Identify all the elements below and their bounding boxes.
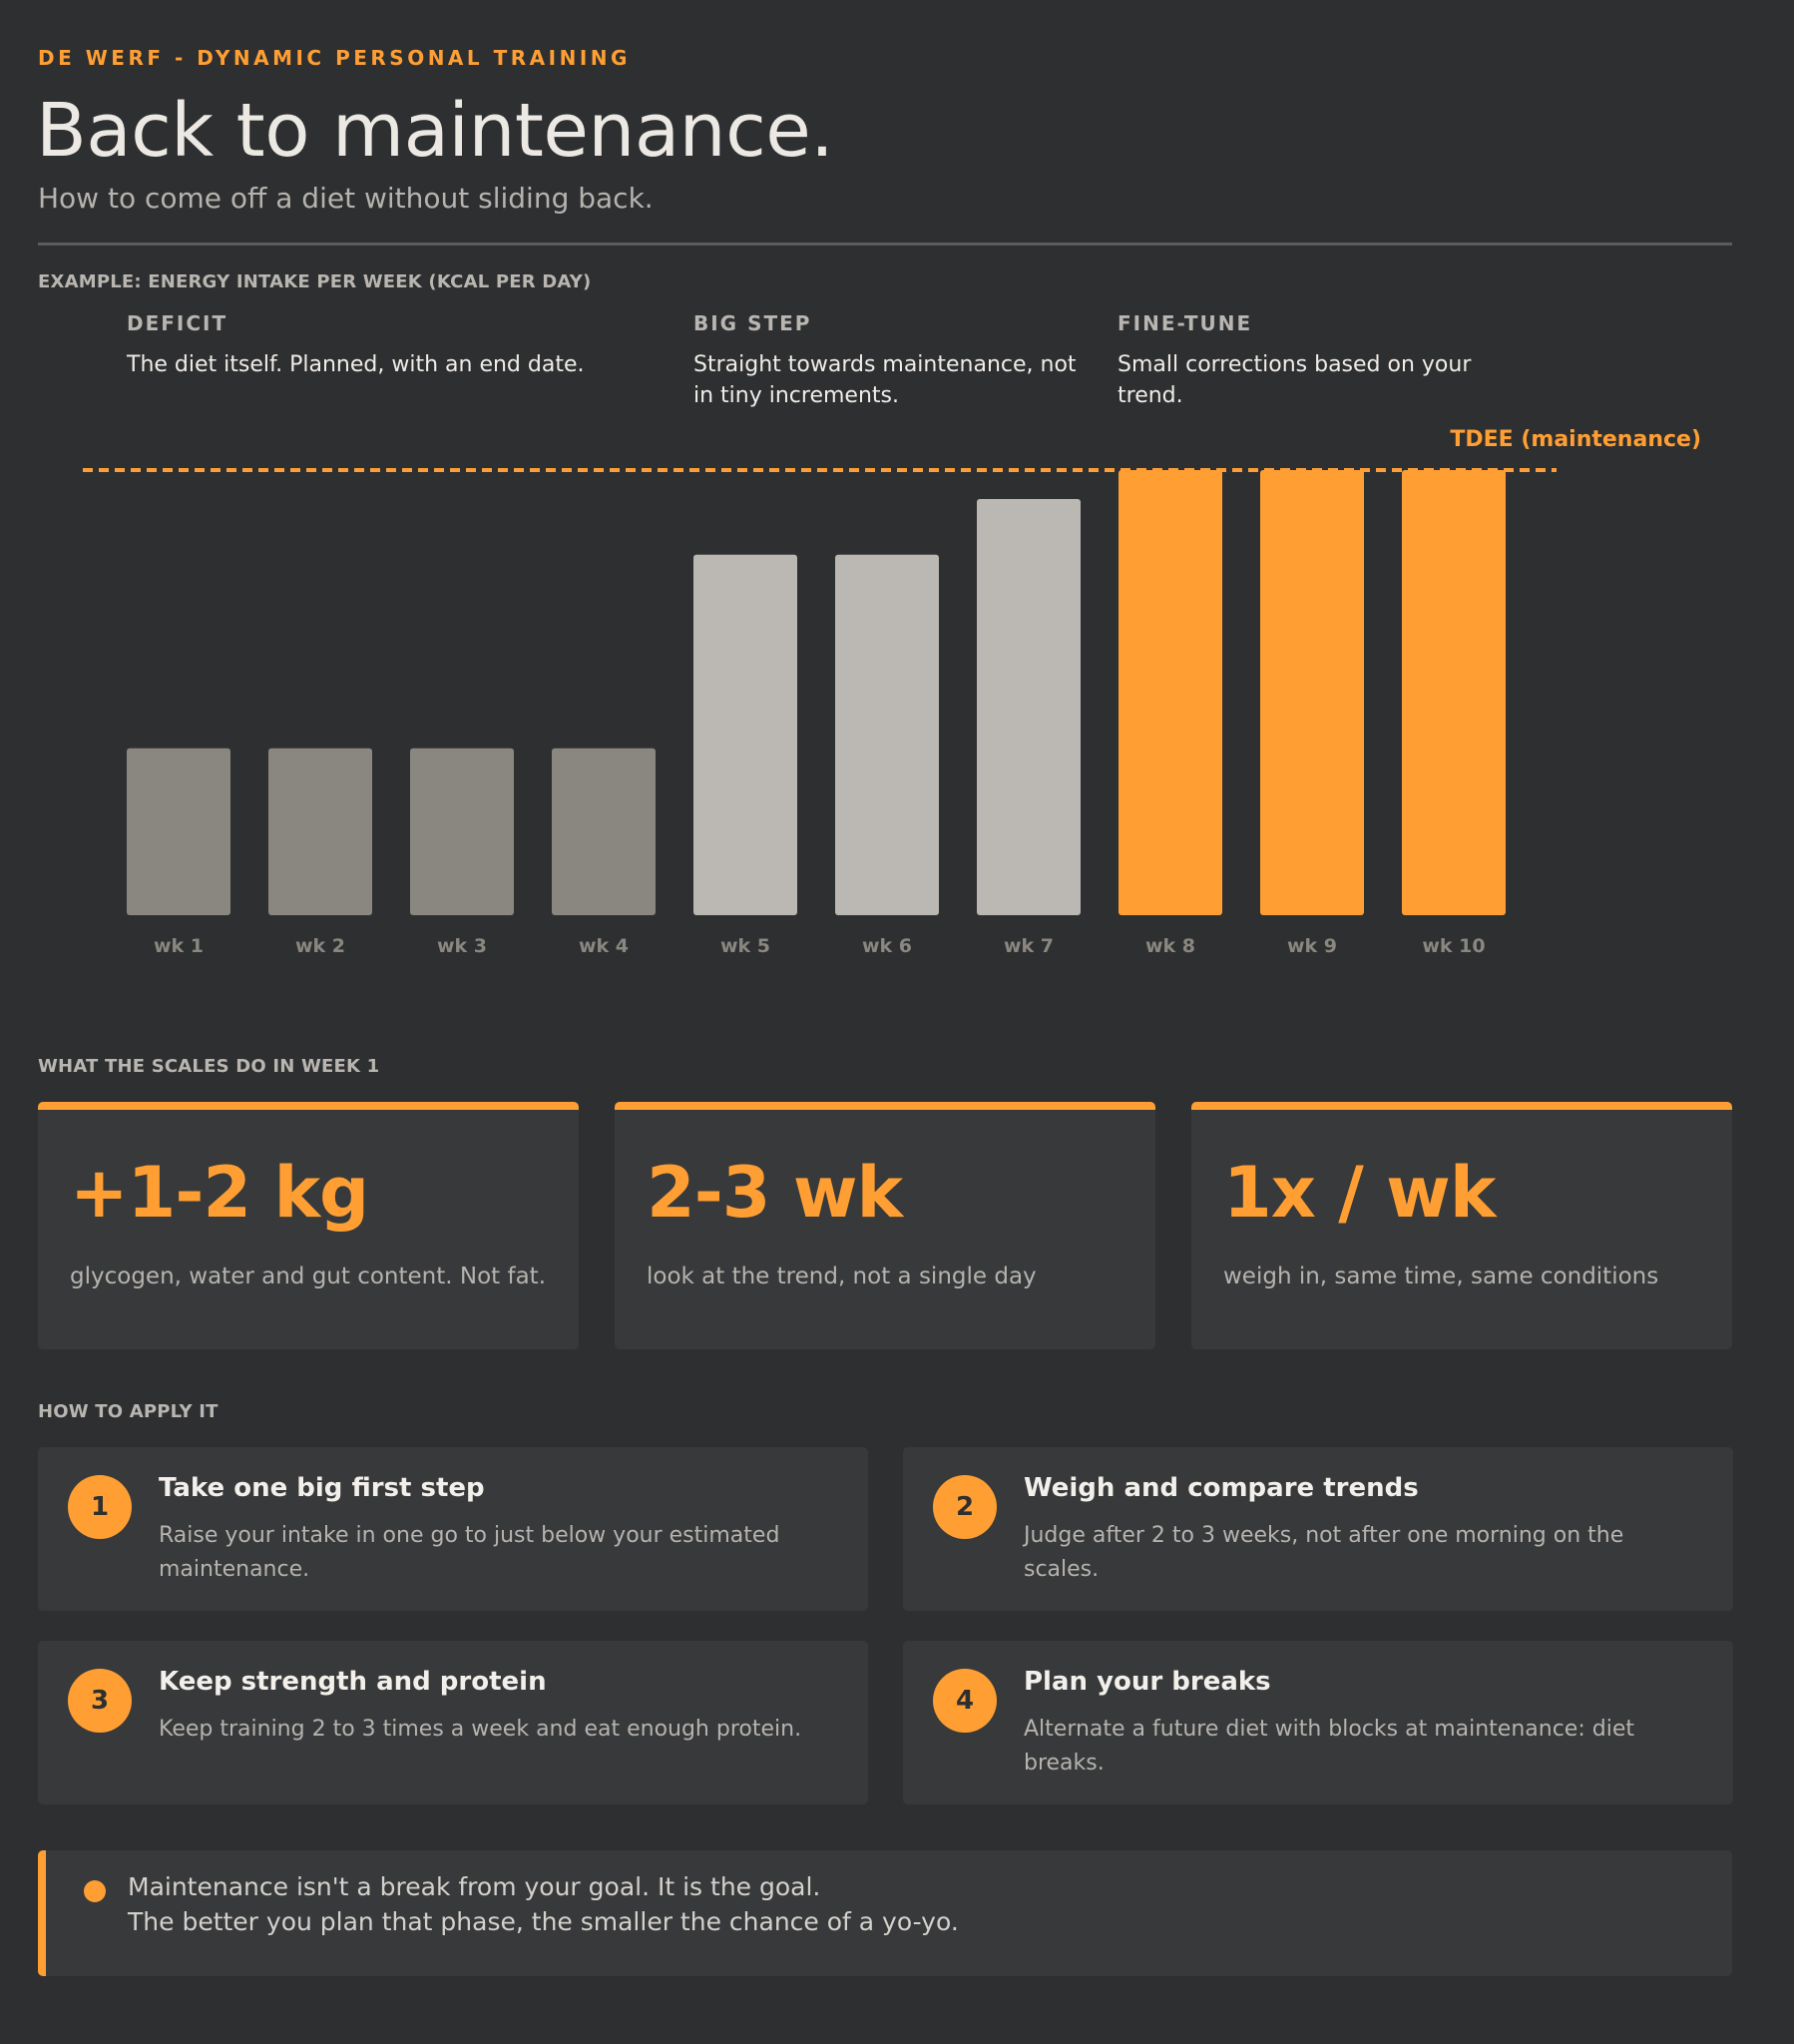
page-title: Back to maintenance. [36,88,834,174]
x-tick-label: wk 9 [1287,935,1337,957]
phase-description: Small corrections based on your trend. [1118,352,1472,408]
stat-value: +1-2 kg [70,1152,369,1234]
bar-wk6 [835,554,939,915]
bar-wk8 [1119,470,1222,915]
step-title: Take one big first step [159,1473,485,1503]
stat-value: 1x / wk [1223,1152,1496,1234]
x-tick-label: wk 2 [295,935,345,957]
phase-title: DEFICIT [127,311,228,335]
step-card-2: 2 Weigh and compare trends Judge after 2… [903,1447,1733,1611]
energy-intake-bar-chart: wk 1 wk 2 wk 3 wk 4 wk 5 wk 6 wk 7 wk 8 wk 9 wk 1… [83,427,1701,957]
page-subtitle: How to come off a diet without sliding b… [38,182,654,215]
stat-card-duration: 2-3 wk look at the trend, not a single d… [615,1102,1155,1349]
phase-fine-tune: FINE-TUNE Small corrections based on you… [1118,311,1537,411]
x-tick-label: wk 3 [437,935,487,957]
step-description: Alternate a future diet with blocks at m… [1024,1717,1634,1776]
bar-wk2 [268,748,372,915]
bar-wk10 [1402,470,1506,915]
phase-title: BIG STEP [693,311,812,335]
header-divider [38,243,1732,246]
goal-note: Maintenance isn't a break from your goal… [38,1850,1732,1976]
x-tick-label: wk 8 [1145,935,1195,957]
stat-description: weigh in, same time, same conditions [1223,1264,1659,1289]
x-tick-label: wk 1 [154,935,204,957]
phase-description: Straight towards maintenance, not in tin… [693,352,1077,408]
step-title: Keep strength and protein [159,1667,547,1697]
note-line-2: The better you plan that phase, the smal… [128,1907,959,1936]
stat-card-frequency: 1x / wk weigh in, same time, same condit… [1191,1102,1732,1349]
step-description: Keep training 2 to 3 times a week and ea… [159,1717,802,1742]
chart-section-label: EXAMPLE: ENERGY INTAKE PER WEEK (KCAL PE… [38,271,592,292]
step-number-badge: 1 [68,1475,132,1539]
x-tick-label: wk 5 [720,935,770,957]
bullet-dot-icon [84,1880,106,1902]
bar-wk5 [693,554,797,915]
phase-deficit: DEFICIT The diet itself. Planned, with a… [127,311,666,380]
x-tick-label: wk 4 [579,935,629,957]
stat-value: 2-3 wk [647,1152,903,1234]
step-title: Plan your breaks [1024,1667,1271,1697]
bar-wk9 [1260,470,1364,915]
tdee-reference-label: TDEE (maintenance) [1450,427,1701,452]
bar-wk1 [127,748,230,915]
brand-label: DE WERF - DYNAMIC PERSONAL TRAINING [38,46,631,70]
bar-wk4 [552,748,656,915]
apply-section-label: HOW TO APPLY IT [38,1401,219,1422]
step-number-badge: 2 [933,1475,997,1539]
x-tick-label: wk 6 [862,935,912,957]
bar-wk7 [977,498,1081,915]
phase-description: The diet itself. Planned, with an end da… [127,352,585,377]
step-description: Judge after 2 to 3 weeks, not after one … [1024,1523,1624,1582]
phase-title: FINE-TUNE [1118,311,1253,335]
step-number-badge: 3 [68,1669,132,1733]
step-title: Weigh and compare trends [1024,1473,1419,1503]
scales-cards: +1-2 kg glycogen, water and gut content.… [38,1102,1732,1349]
stat-card-weight: +1-2 kg glycogen, water and gut content.… [38,1102,579,1349]
step-card-3: 3 Keep strength and protein Keep trainin… [38,1641,868,1804]
phase-big-step: BIG STEP Straight towards maintenance, n… [693,311,1093,411]
note-line-1: Maintenance isn't a break from your goal… [128,1872,821,1901]
stat-description: look at the trend, not a single day [647,1264,1037,1289]
bar-wk3 [410,748,514,915]
x-tick-label: wk 7 [1004,935,1054,957]
step-number-badge: 4 [933,1669,997,1733]
x-tick-label: wk 10 [1422,935,1485,957]
scales-section-label: WHAT THE SCALES DO IN WEEK 1 [38,1056,380,1077]
step-card-4: 4 Plan your breaks Alternate a future di… [903,1641,1733,1804]
step-card-1: 1 Take one big first step Raise your int… [38,1447,868,1611]
step-description: Raise your intake in one go to just belo… [159,1523,780,1582]
stat-description: glycogen, water and gut content. Not fat… [70,1264,547,1289]
